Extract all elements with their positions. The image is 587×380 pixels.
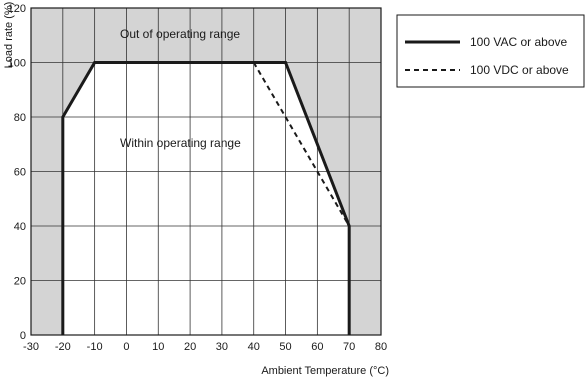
x-tick-label: 50 — [279, 341, 291, 353]
annotation-out-of-range: Out of operating range — [120, 27, 240, 41]
legend-label-ac: 100 VAC or above — [470, 35, 567, 49]
y-tick-label: 120 — [8, 3, 26, 15]
y-axis-label: Load rate (%) — [3, 2, 15, 69]
y-tick-label: 100 — [8, 58, 26, 70]
plot-frame — [30, 7, 382, 336]
x-tick-label: 20 — [184, 341, 196, 353]
y-tick-label: 60 — [14, 167, 26, 179]
y-tick-label: 20 — [14, 276, 26, 288]
legend: 100 VAC or above 100 VDC or above — [396, 14, 585, 88]
tick-labels: -30 -20 -10 0 10 20 30 40 50 60 70 80 0 20 40 60 80 100 12… — [8, 3, 387, 353]
y-tick-label: 80 — [14, 112, 26, 124]
y-tick-label: 40 — [14, 221, 26, 233]
x-tick-label: -20 — [55, 341, 71, 353]
x-tick-label: 0 — [123, 341, 129, 353]
x-tick-label: 60 — [311, 341, 323, 353]
x-axis-label: Ambient Temperature (°C) — [261, 365, 389, 377]
legend-label-dc: 100 VDC or above — [470, 63, 569, 77]
x-tick-label: 70 — [343, 341, 355, 353]
plot-border — [30, 7, 382, 336]
x-tick-label: -30 — [23, 341, 39, 353]
within-range-area — [62, 62, 350, 335]
legend-box — [396, 14, 585, 88]
series-line-1 — [252, 61, 351, 227]
x-tick-label: 30 — [216, 341, 228, 353]
series-lines — [61, 61, 351, 335]
annotation-within-range: Within operating range — [120, 136, 241, 150]
series-line-0 — [61, 61, 351, 335]
x-tick-label: -10 — [87, 341, 103, 353]
x-tick-label: 10 — [152, 341, 164, 353]
x-tick-label: 80 — [375, 341, 387, 353]
x-tick-label: 40 — [248, 341, 260, 353]
y-tick-label: 0 — [20, 330, 26, 342]
